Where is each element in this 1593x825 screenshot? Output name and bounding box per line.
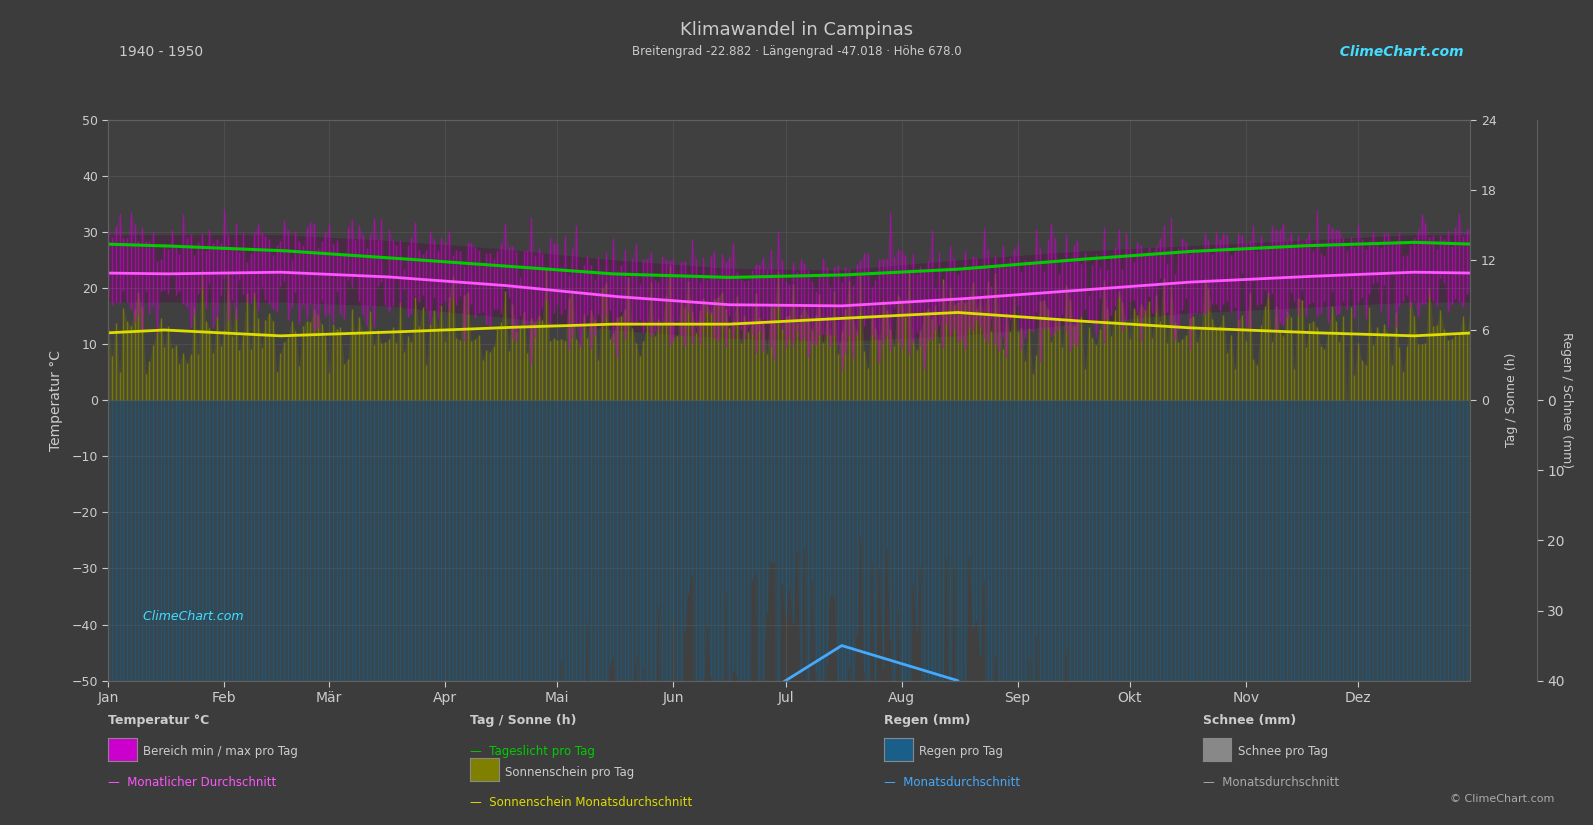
- Text: —  Tageslicht pro Tag: — Tageslicht pro Tag: [470, 745, 594, 758]
- Text: —  Sonnenschein Monatsdurchschnitt: — Sonnenschein Monatsdurchschnitt: [470, 796, 693, 809]
- Text: —  Monatsdurchschnitt: — Monatsdurchschnitt: [884, 776, 1020, 789]
- Text: Klimawandel in Campinas: Klimawandel in Campinas: [680, 21, 913, 39]
- Y-axis label: Regen / Schnee (mm): Regen / Schnee (mm): [1561, 332, 1574, 469]
- Y-axis label: Tag / Sonne (h): Tag / Sonne (h): [1505, 353, 1518, 447]
- Text: —  Monatlicher Durchschnitt: — Monatlicher Durchschnitt: [108, 776, 277, 789]
- Text: © ClimeChart.com: © ClimeChart.com: [1450, 794, 1555, 804]
- Text: —  Monatsdurchschnitt: — Monatsdurchschnitt: [1203, 776, 1338, 789]
- Text: Regen (mm): Regen (mm): [884, 714, 970, 727]
- Text: ClimeChart.com: ClimeChart.com: [1330, 45, 1464, 59]
- Text: Bereich min / max pro Tag: Bereich min / max pro Tag: [143, 745, 298, 758]
- Text: Schnee (mm): Schnee (mm): [1203, 714, 1297, 727]
- Text: Breitengrad -22.882 · Längengrad -47.018 · Höhe 678.0: Breitengrad -22.882 · Längengrad -47.018…: [632, 45, 961, 59]
- Text: Sonnenschein pro Tag: Sonnenschein pro Tag: [505, 766, 634, 779]
- Text: Schnee pro Tag: Schnee pro Tag: [1238, 745, 1329, 758]
- Text: Temperatur °C: Temperatur °C: [108, 714, 210, 727]
- Text: 1940 - 1950: 1940 - 1950: [119, 45, 204, 59]
- Text: Tag / Sonne (h): Tag / Sonne (h): [470, 714, 577, 727]
- Text: Regen pro Tag: Regen pro Tag: [919, 745, 1004, 758]
- Text: ClimeChart.com: ClimeChart.com: [135, 610, 244, 624]
- Y-axis label: Temperatur °C: Temperatur °C: [49, 350, 64, 450]
